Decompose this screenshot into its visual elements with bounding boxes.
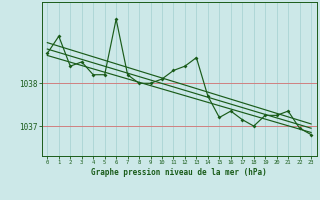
X-axis label: Graphe pression niveau de la mer (hPa): Graphe pression niveau de la mer (hPa) <box>91 168 267 177</box>
